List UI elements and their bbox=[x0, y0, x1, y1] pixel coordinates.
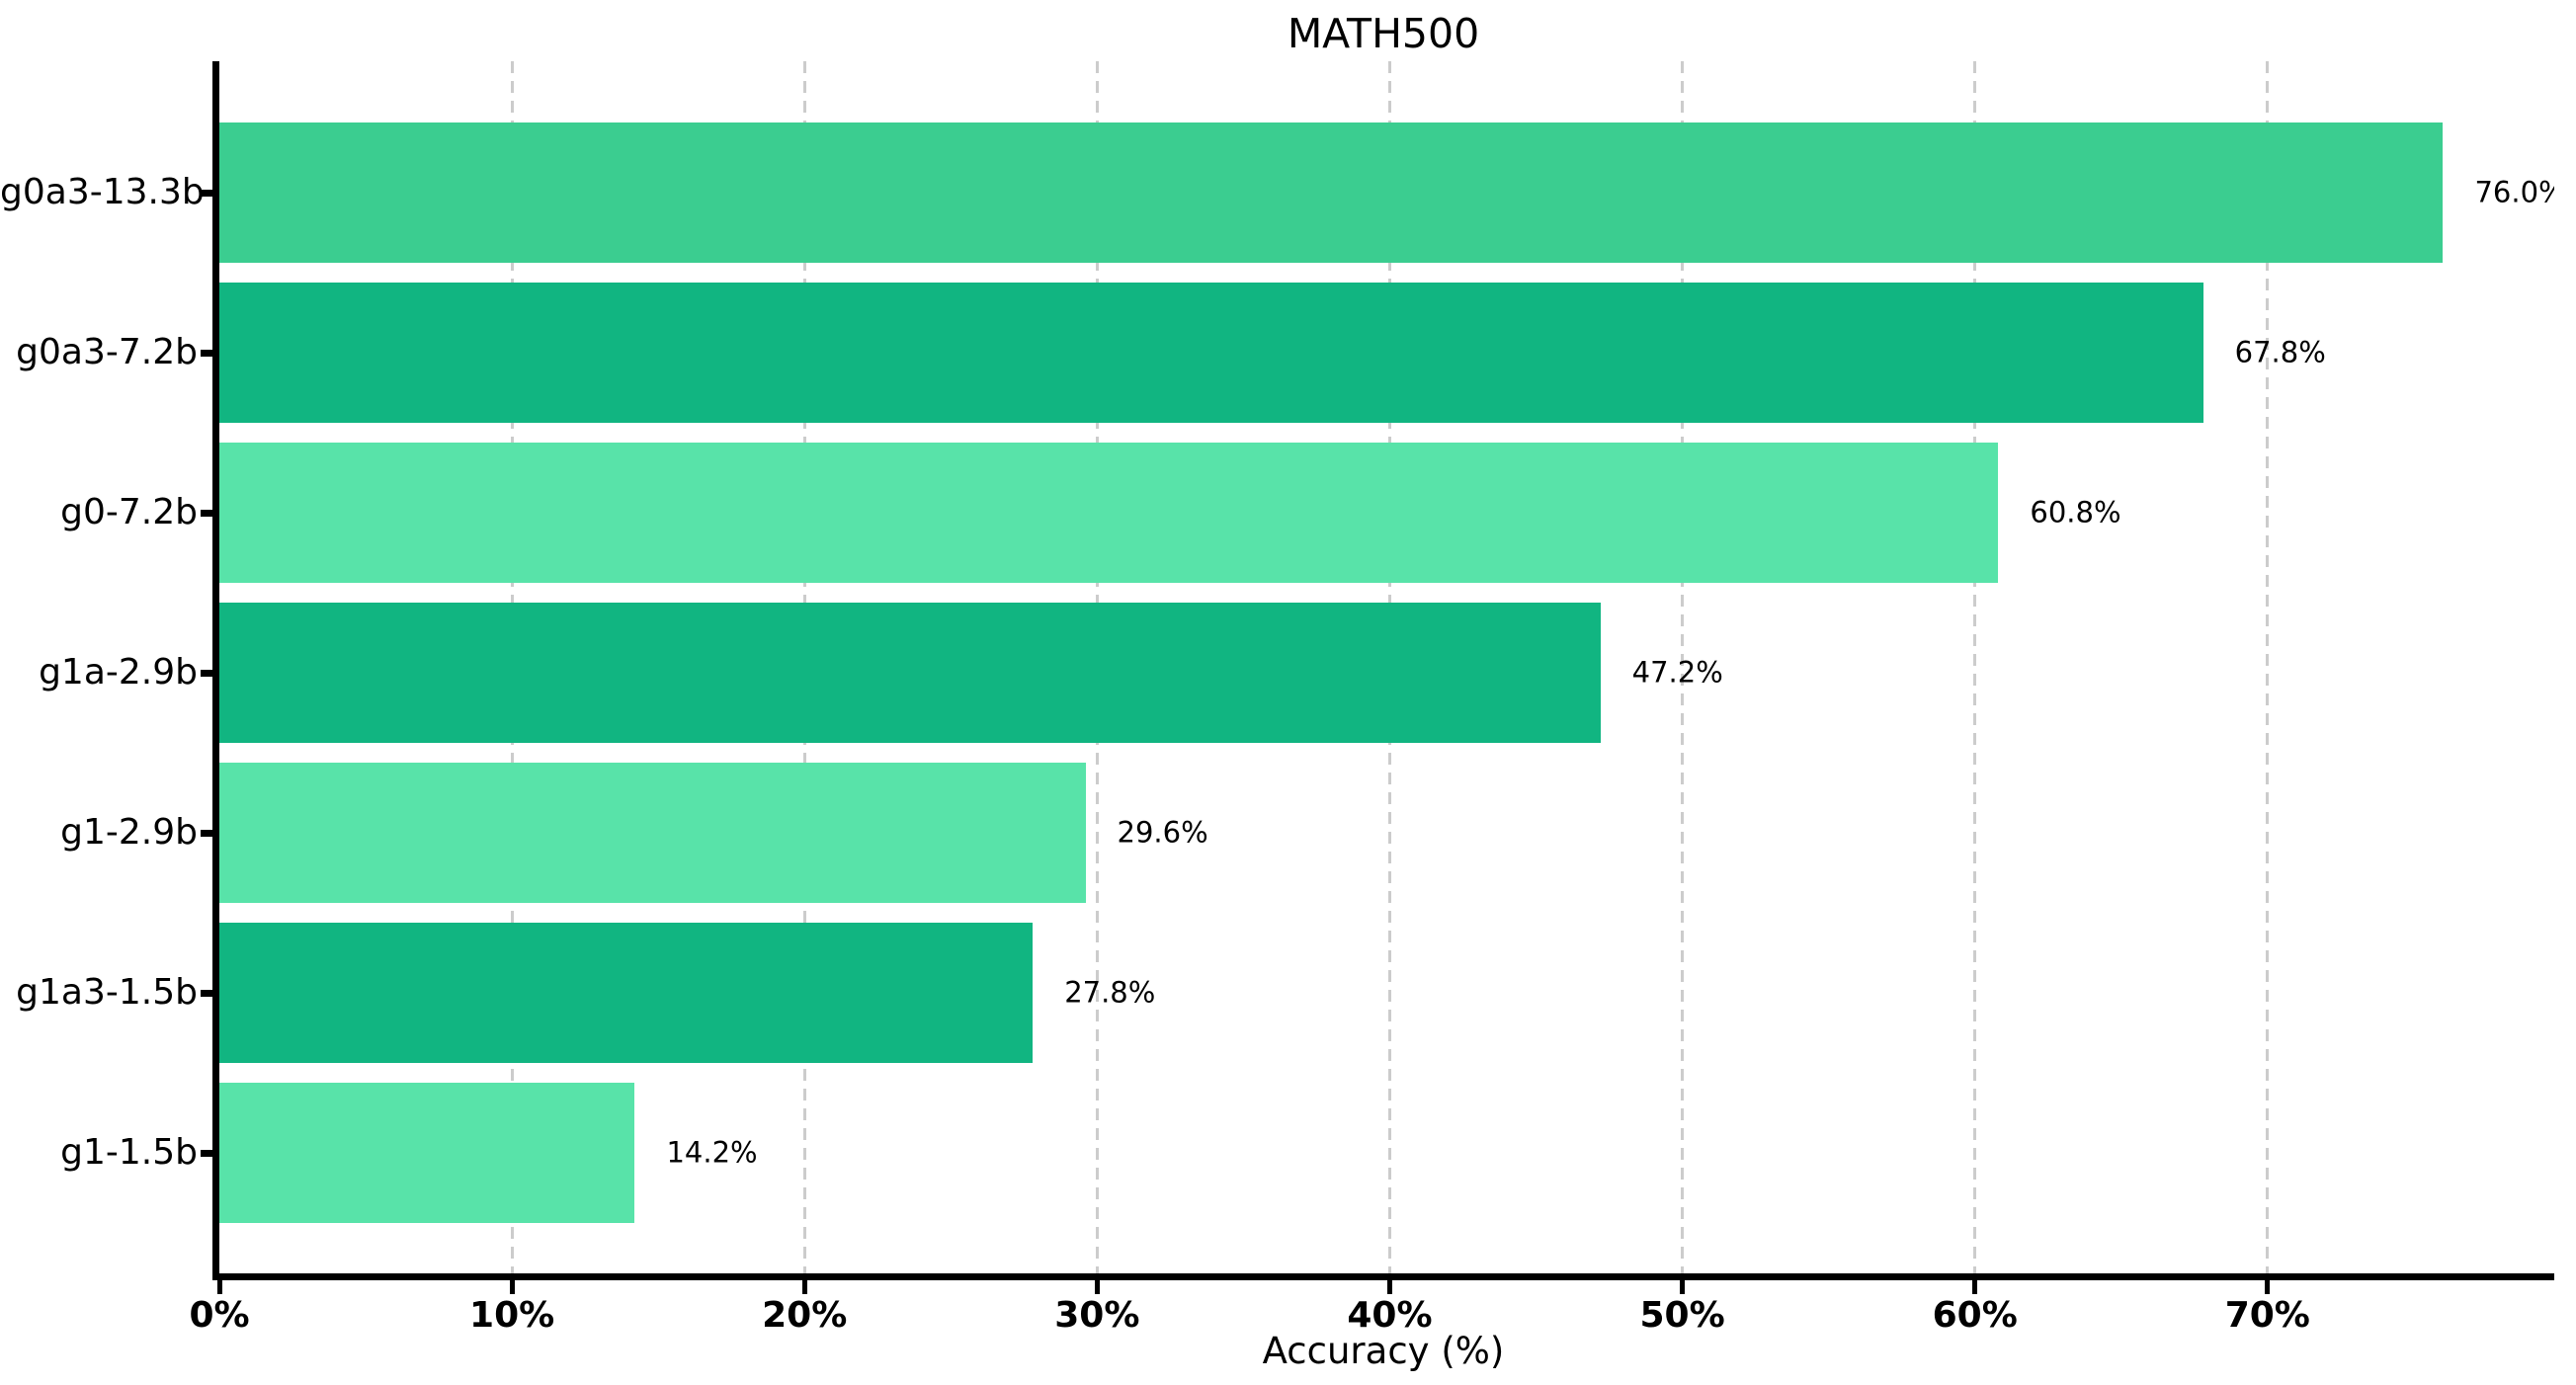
x-tick-mark-50 bbox=[1680, 1280, 1686, 1294]
gridline-50 bbox=[1681, 61, 1685, 1273]
y-tick-mark-g1a-2.9b bbox=[201, 669, 212, 677]
x-tick-label-20: 20% bbox=[762, 1295, 848, 1336]
x-tick-mark-40 bbox=[1386, 1280, 1392, 1294]
y-tick-mark-g0a3-7.2b bbox=[201, 349, 212, 357]
bar-value-label-g1-2.9b: 29.6% bbox=[1117, 815, 1208, 850]
bar-value-label-g0-7.2b: 60.8% bbox=[2030, 495, 2121, 530]
bar-value-label-g0a3-7.2b: 67.8% bbox=[2234, 335, 2326, 369]
bar-g1-1.5b bbox=[219, 1083, 635, 1223]
bar-g1a-2.9b bbox=[219, 603, 1601, 743]
y-tick-label-g0a3-7.2b: g0a3-7.2b bbox=[16, 332, 198, 372]
bar-g0-7.2b bbox=[219, 443, 1999, 583]
x-axis-title: Accuracy (%) bbox=[1262, 1330, 1505, 1372]
x-tick-label-0: 0% bbox=[189, 1295, 250, 1336]
y-tick-mark-g0a3-13.3b bbox=[201, 189, 212, 197]
x-tick-label-40: 40% bbox=[1347, 1295, 1433, 1336]
y-tick-label-g0a3-13.3b: g0a3-13.3b bbox=[0, 172, 205, 212]
y-tick-label-g1-2.9b: g1-2.9b bbox=[60, 812, 198, 853]
bar-g1-2.9b bbox=[219, 763, 1086, 903]
x-tick-label-10: 10% bbox=[469, 1295, 555, 1336]
gridline-70 bbox=[2266, 61, 2270, 1273]
y-tick-mark-g1-1.5b bbox=[201, 1149, 212, 1157]
y-tick-mark-g0-7.2b bbox=[201, 509, 212, 517]
bar-g0a3-7.2b bbox=[219, 283, 2203, 423]
x-tick-mark-60 bbox=[1972, 1280, 1978, 1294]
x-tick-mark-30 bbox=[1094, 1280, 1100, 1294]
x-tick-label-60: 60% bbox=[1932, 1295, 2018, 1336]
gridline-60 bbox=[1973, 61, 1977, 1273]
x-tick-mark-0 bbox=[216, 1280, 222, 1294]
bar-value-label-g1a-2.9b: 47.2% bbox=[1631, 655, 1723, 690]
y-tick-label-g1a3-1.5b: g1a3-1.5b bbox=[16, 972, 198, 1013]
y-tick-label-g0-7.2b: g0-7.2b bbox=[60, 492, 198, 532]
x-tick-label-70: 70% bbox=[2224, 1295, 2310, 1336]
y-tick-mark-g1a3-1.5b bbox=[201, 989, 212, 997]
plot-inner: 76.0% 67.8% 60.8% 47.2% 29.6% 27.8% 14.2% bbox=[219, 61, 2554, 1273]
chart-title: MATH500 bbox=[1287, 10, 1480, 57]
bar-g1a3-1.5b bbox=[219, 923, 1034, 1063]
x-tick-mark-70 bbox=[2265, 1280, 2271, 1294]
x-tick-label-50: 50% bbox=[1639, 1295, 1725, 1336]
x-tick-mark-20 bbox=[801, 1280, 807, 1294]
bar-g0a3-13.3b bbox=[219, 122, 2444, 263]
plot-area: 76.0% 67.8% 60.8% 47.2% 29.6% 27.8% 14.2% bbox=[212, 61, 2554, 1280]
x-tick-mark-10 bbox=[509, 1280, 515, 1294]
y-tick-mark-g1-2.9b bbox=[201, 829, 212, 837]
x-tick-label-30: 30% bbox=[1054, 1295, 1140, 1336]
y-tick-label-g1a-2.9b: g1a-2.9b bbox=[39, 652, 198, 692]
bar-value-label-g0a3-13.3b: 76.0% bbox=[2474, 175, 2554, 209]
y-tick-label-g1-1.5b: g1-1.5b bbox=[60, 1132, 198, 1173]
bar-value-label-g1a3-1.5b: 27.8% bbox=[1064, 975, 1156, 1010]
bar-value-label-g1-1.5b: 14.2% bbox=[666, 1135, 758, 1170]
